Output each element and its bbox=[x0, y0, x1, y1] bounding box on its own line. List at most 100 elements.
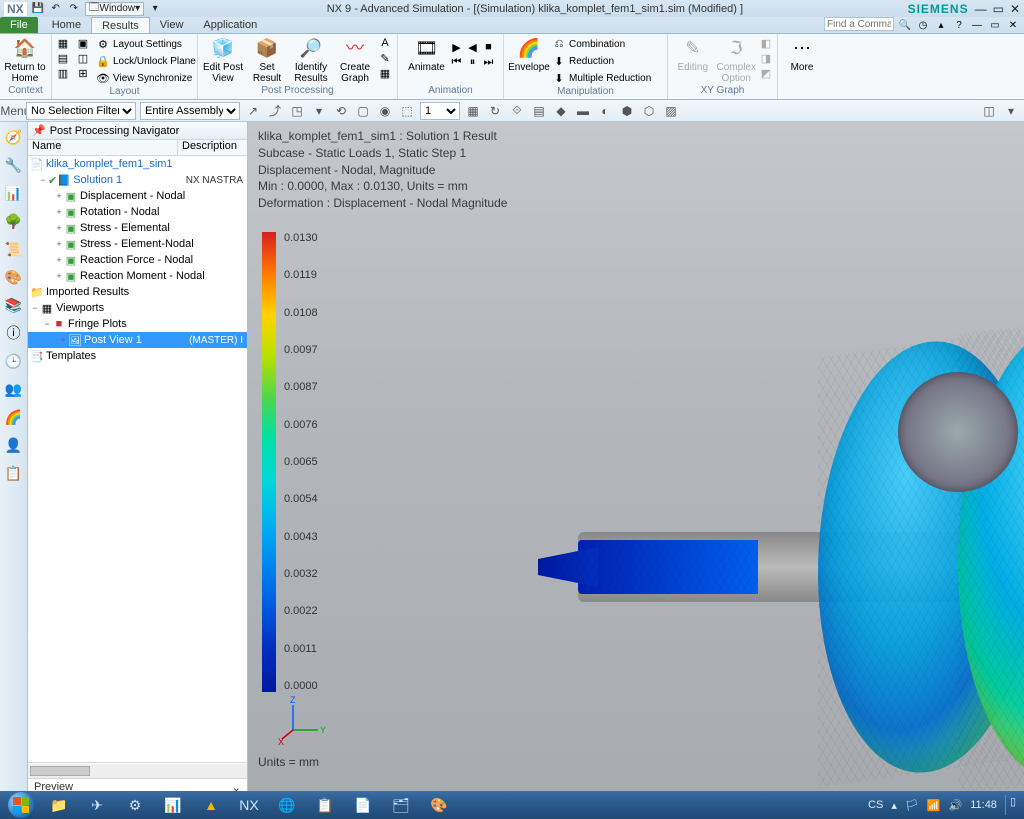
twisty-icon[interactable]: + bbox=[54, 207, 64, 217]
tb-icon-13[interactable]: ◆ bbox=[552, 102, 570, 120]
selection-filter-combo[interactable]: No Selection Filter bbox=[26, 102, 136, 120]
twisty-icon[interactable]: + bbox=[54, 255, 64, 265]
rail-collab-icon[interactable]: 👥 bbox=[5, 380, 23, 398]
tree-result[interactable]: +▣Reaction Moment - Nodal bbox=[28, 268, 247, 284]
layout-settings-button[interactable]: ⚙Layout Settings bbox=[96, 36, 196, 52]
mdi-restore-button[interactable]: ▭ bbox=[988, 18, 1002, 32]
find-command-input[interactable] bbox=[824, 17, 894, 31]
rail-clock-icon[interactable]: 🕒 bbox=[5, 352, 23, 370]
window-combo[interactable]: 🗔 Window ▾ bbox=[85, 2, 144, 16]
tree-imported[interactable]: 📁Imported Results bbox=[28, 284, 247, 300]
taskbar-app[interactable]: 📋 bbox=[306, 792, 344, 818]
tb-icon-1[interactable]: ↗ bbox=[244, 102, 262, 120]
help-icon[interactable]: ? bbox=[952, 18, 966, 32]
tray-lang[interactable]: CS bbox=[868, 799, 883, 811]
rail-info-icon[interactable]: ⓘ bbox=[5, 324, 23, 342]
rail-note-icon[interactable]: 📋 bbox=[5, 464, 23, 482]
more-button[interactable]: ⋯More bbox=[782, 36, 822, 73]
twisty-icon[interactable]: + bbox=[54, 239, 64, 249]
tb-icon-right1[interactable]: ◫ bbox=[980, 102, 998, 120]
step-fwd-icon[interactable]: ⏭ bbox=[482, 55, 496, 69]
tb-icon-2[interactable]: ⤴ bbox=[266, 102, 284, 120]
tree-result[interactable]: +▣Rotation - Nodal bbox=[28, 204, 247, 220]
pin-icon[interactable]: 📌 bbox=[32, 124, 46, 137]
animate-button[interactable]: 🎞Animate bbox=[406, 36, 448, 73]
rail-tree-icon[interactable]: 🌳 bbox=[5, 212, 23, 230]
tab-file[interactable]: File bbox=[0, 17, 38, 33]
tree-result[interactable]: +▣Stress - Element-Nodal bbox=[28, 236, 247, 252]
rail-hist-icon[interactable]: 📜 bbox=[5, 240, 23, 258]
tb-icon-9[interactable]: ▦ bbox=[464, 102, 482, 120]
rail-nav-icon[interactable]: 🧭 bbox=[5, 128, 23, 146]
layout-6-icon[interactable]: ⊞ bbox=[76, 66, 90, 80]
rail-user-icon[interactable]: 👤 bbox=[5, 436, 23, 454]
undo-icon[interactable]: ↶ bbox=[49, 2, 63, 16]
taskbar-app[interactable]: 📊 bbox=[154, 792, 192, 818]
maximize-button[interactable]: ▭ bbox=[993, 2, 1004, 16]
set-result-button[interactable]: 📦Set Result bbox=[246, 36, 288, 84]
twisty-icon[interactable]: − bbox=[42, 319, 52, 329]
taskbar-app[interactable]: ✈ bbox=[78, 792, 116, 818]
twisty-icon[interactable]: + bbox=[54, 271, 64, 281]
return-home-button[interactable]: 🏠 Return to Home bbox=[4, 36, 46, 84]
taskbar-nx[interactable]: NX bbox=[230, 792, 268, 818]
tray-clock[interactable]: 11:48 bbox=[970, 799, 997, 811]
tb-icon-3[interactable]: ◳ bbox=[288, 102, 306, 120]
tab-home[interactable]: Home bbox=[42, 17, 91, 33]
navigator-hscroll[interactable] bbox=[28, 762, 247, 778]
menu-button[interactable]: ☰ Menu ▾ bbox=[4, 102, 22, 120]
tb-icon-16[interactable]: ⬢ bbox=[618, 102, 636, 120]
show-desktop-button[interactable]: ▯ bbox=[1005, 795, 1016, 815]
tree-result[interactable]: +▣Displacement - Nodal bbox=[28, 188, 247, 204]
tb-icon-15[interactable]: ◐ bbox=[596, 102, 614, 120]
scroll-thumb[interactable] bbox=[30, 766, 90, 776]
start-button[interactable] bbox=[2, 792, 40, 818]
tree-root[interactable]: 📄klika_komplet_fem1_sim1 bbox=[28, 156, 247, 172]
search-icon[interactable]: 🔍 bbox=[898, 18, 912, 32]
rail-color-icon[interactable]: 🌈 bbox=[5, 408, 23, 426]
tb-icon-17[interactable]: ⬡ bbox=[640, 102, 658, 120]
tray-network-icon[interactable]: 📶 bbox=[927, 799, 941, 812]
tb-icon-11[interactable]: ⟐ bbox=[508, 102, 526, 120]
close-button[interactable]: ✕ bbox=[1010, 2, 1020, 16]
page-combo[interactable]: 1 bbox=[420, 102, 460, 120]
reduction-button[interactable]: ⬇Reduction bbox=[552, 53, 651, 69]
twisty-icon[interactable]: + bbox=[54, 223, 64, 233]
layout-1-icon[interactable]: ▦ bbox=[56, 36, 70, 50]
mdi-close-button[interactable]: ✕ bbox=[1006, 18, 1020, 32]
taskbar-app[interactable]: 📄 bbox=[344, 792, 382, 818]
tb-icon-5[interactable]: ⟲ bbox=[332, 102, 350, 120]
combination-button[interactable]: ⎌Combination bbox=[552, 36, 651, 52]
tb-icon-right2[interactable]: ▾ bbox=[1002, 102, 1020, 120]
col-description[interactable]: Description bbox=[178, 140, 247, 155]
stop-icon[interactable]: ■ bbox=[482, 40, 496, 54]
tb-icon-12[interactable]: ▤ bbox=[530, 102, 548, 120]
qat-customize-icon[interactable]: ▾ bbox=[148, 2, 162, 16]
navigator-tree[interactable]: 📄klika_komplet_fem1_sim1 −✔📘Solution 1NX… bbox=[28, 156, 247, 762]
taskbar-app[interactable]: 🌐 bbox=[268, 792, 306, 818]
taskbar-app[interactable]: ⚙ bbox=[116, 792, 154, 818]
envelope-button[interactable]: 🌈Envelope bbox=[508, 36, 550, 73]
tree-result[interactable]: +▣Reaction Force - Nodal bbox=[28, 252, 247, 268]
twisty-icon[interactable]: + bbox=[58, 335, 68, 345]
tab-view[interactable]: View bbox=[150, 17, 194, 33]
graphics-viewport[interactable]: klika_komplet_fem1_sim1 : Solution 1 Res… bbox=[248, 122, 1024, 795]
tb-icon-7[interactable]: ◉ bbox=[376, 102, 394, 120]
recent-icon[interactable]: ◷ bbox=[916, 18, 930, 32]
tree-result[interactable]: +▣Stress - Elemental bbox=[28, 220, 247, 236]
taskbar-app[interactable]: ▲ bbox=[192, 792, 230, 818]
export-icon[interactable]: ▦ bbox=[378, 66, 392, 80]
taskbar-explorer[interactable]: 📁 bbox=[40, 792, 78, 818]
taskbar-app[interactable]: 🎨 bbox=[420, 792, 458, 818]
tab-application[interactable]: Application bbox=[193, 17, 267, 33]
tray-flag-icon[interactable]: 🏳 bbox=[905, 799, 919, 812]
tree-solution[interactable]: −✔📘Solution 1NX NASTRA bbox=[28, 172, 247, 188]
tree-fringe[interactable]: −■Fringe Plots bbox=[28, 316, 247, 332]
tb-icon-10[interactable]: ↻ bbox=[486, 102, 504, 120]
rail-layer-icon[interactable]: 📚 bbox=[5, 296, 23, 314]
tb-icon-4[interactable]: ▾ bbox=[310, 102, 328, 120]
rail-mat-icon[interactable]: 🎨 bbox=[5, 268, 23, 286]
tree-templates[interactable]: 📑Templates bbox=[28, 348, 247, 364]
play-icon[interactable]: ▶ bbox=[450, 40, 464, 54]
col-name[interactable]: Name bbox=[28, 140, 178, 155]
